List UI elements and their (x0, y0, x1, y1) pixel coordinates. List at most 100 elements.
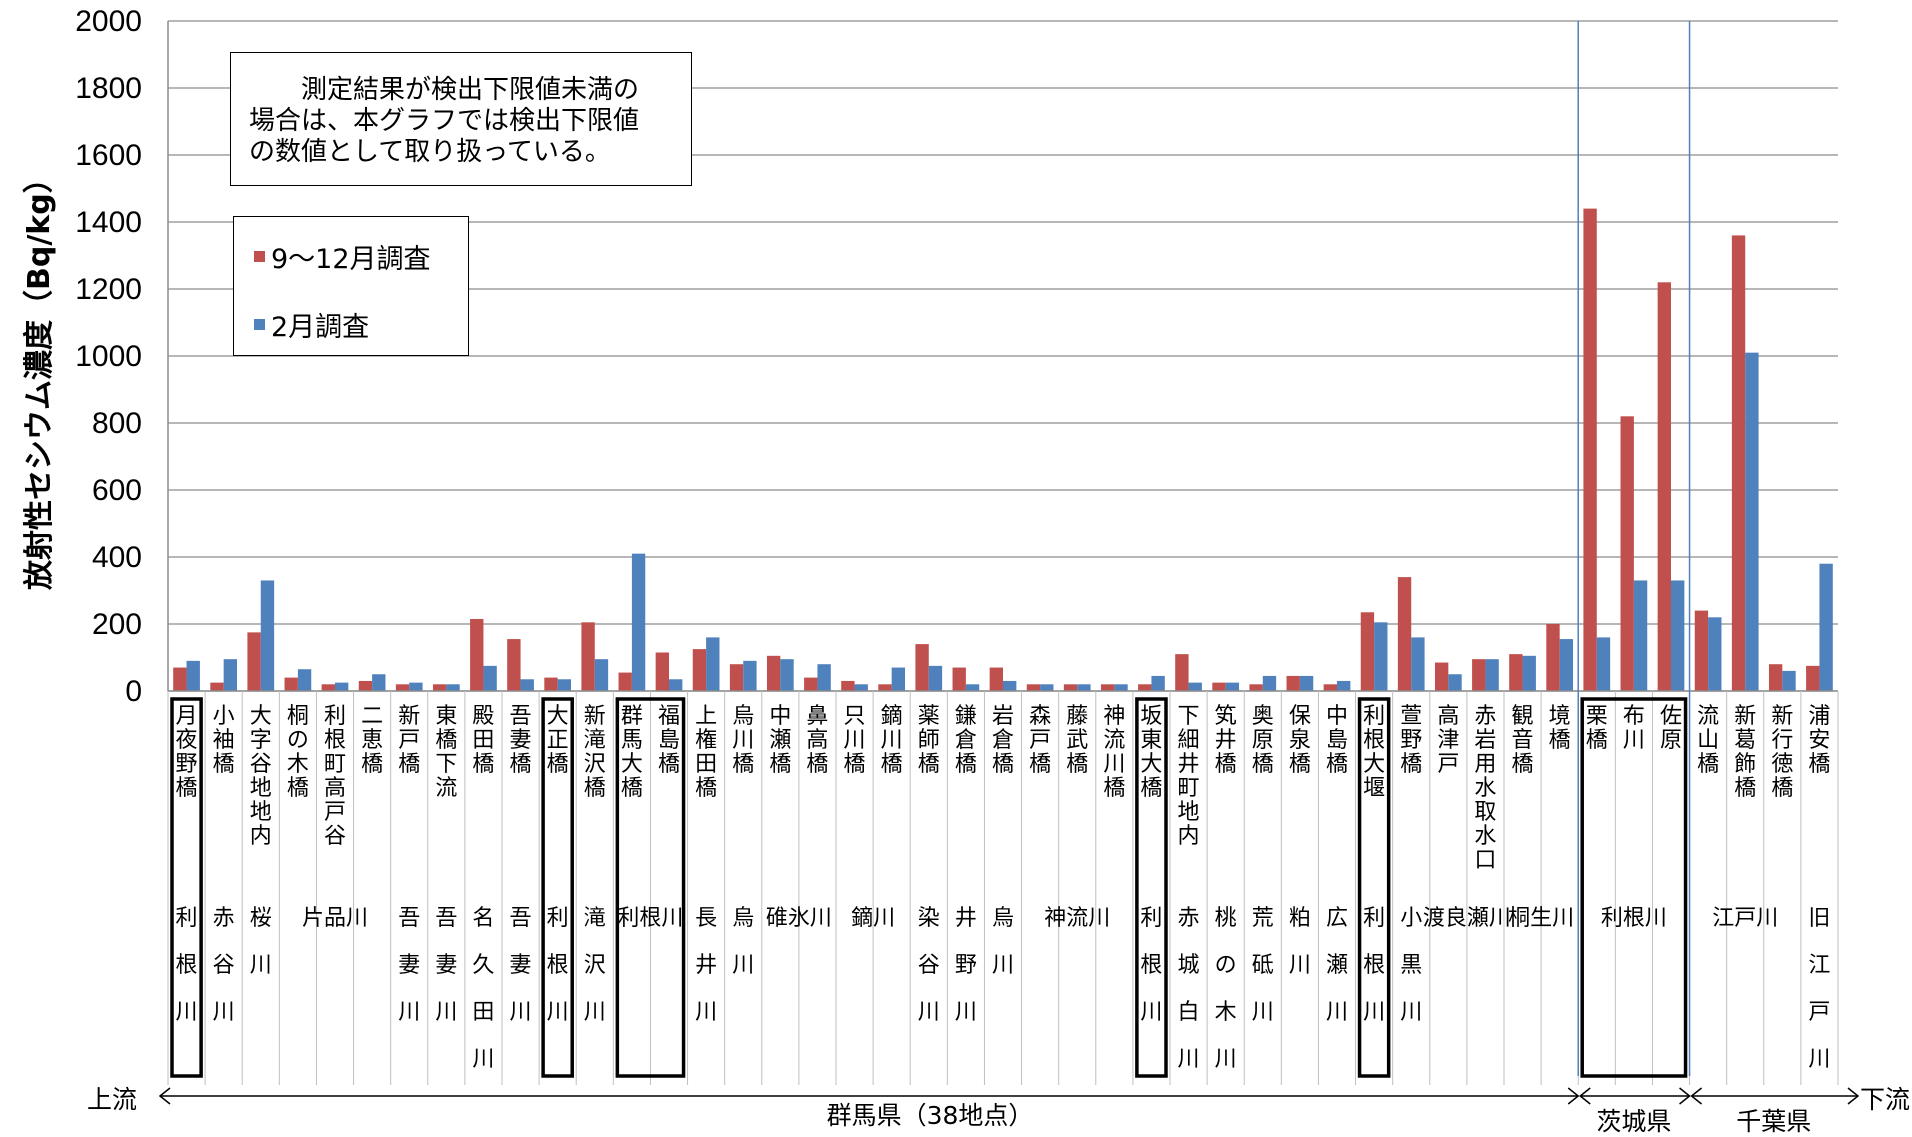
x-tick-label: 福島橋 (658, 704, 680, 777)
legend-item-series1: 9～12月調査 (254, 237, 431, 276)
bar-series2 (1819, 563, 1833, 691)
bar-series1 (1657, 282, 1671, 691)
x-tick-label: 新戸橋 (398, 704, 420, 777)
bar-series2 (1633, 580, 1648, 691)
bar-series1 (841, 680, 855, 691)
x-tick-label: 奥原橋 (1252, 704, 1274, 777)
bar-series2 (297, 669, 312, 691)
river-label: 利根川 (1363, 906, 1385, 1025)
bar-series2 (1114, 684, 1128, 691)
y-tick-label: 200 (92, 608, 142, 641)
bar-series2 (1299, 675, 1314, 691)
bar-series1 (1397, 577, 1412, 691)
x-tick-label: 中島橋 (1326, 704, 1348, 777)
river-label: 烏川 (732, 906, 754, 978)
bar-series2 (335, 682, 349, 691)
bar-series2 (817, 664, 831, 691)
bar-series2 (1671, 580, 1685, 691)
bar-series1 (1360, 612, 1375, 691)
bar-series2 (1522, 655, 1536, 691)
x-tick-label: 殿田橋 (472, 704, 494, 777)
river-label: 吾妻川 (510, 906, 532, 1025)
bar-series2 (409, 682, 423, 691)
chiba-arrow-head-right (1847, 1087, 1860, 1105)
x-tick-label: 小袖橋 (213, 704, 235, 777)
x-tick-label: 下細井町地内 (1178, 704, 1200, 849)
legend-swatch-series1 (254, 251, 265, 262)
river-label: 桐生川 (1508, 906, 1574, 931)
river-label: 赤城白川 (1178, 906, 1200, 1072)
bar-series2 (1003, 680, 1017, 691)
bar-series1 (470, 618, 484, 691)
river-label: 粕川 (1289, 906, 1311, 978)
bar-series2 (743, 660, 757, 691)
x-tick-label: 森戸橋 (1029, 704, 1051, 777)
x-tick-label: 鼻高橋 (806, 704, 828, 777)
bar-series1 (989, 667, 1003, 691)
x-tick-label: 赤岩用水取水口 (1474, 704, 1496, 873)
x-tick-label: 佐原 (1660, 704, 1682, 753)
bar-series2 (1782, 670, 1796, 691)
bar-series1 (1583, 208, 1597, 691)
bar-series1 (804, 677, 818, 691)
river-label: 片品川 (302, 906, 368, 931)
river-label: 広瀬川 (1326, 906, 1348, 1025)
river-label: 鏑川 (851, 906, 895, 931)
chart-legend: 9～12月調査 2月調査 (233, 216, 469, 356)
bar-series1 (1100, 684, 1115, 691)
bar-series1 (321, 684, 335, 691)
legend-item-series2: 2月調査 (254, 305, 369, 344)
gunma-arrow-head-left (158, 1087, 171, 1105)
bar-series1 (952, 667, 966, 691)
bar-series1 (692, 649, 707, 691)
ibaraki-arrow-head-right (1679, 1087, 1691, 1105)
x-tick-label: 観音橋 (1512, 704, 1534, 777)
x-tick-label: 利根大堰 (1363, 704, 1385, 801)
legend-label-series1: 9～12月調査 (271, 244, 431, 275)
bar-series2 (1596, 637, 1611, 691)
bar-series1 (878, 684, 892, 691)
bar-series2 (965, 684, 980, 691)
bar-series1 (173, 667, 187, 691)
bar-series2 (1448, 674, 1462, 691)
bar-series2 (631, 553, 646, 691)
bar-series2 (1337, 680, 1351, 691)
river-label: 荒砥川 (1252, 906, 1274, 1025)
bar-series1 (1286, 675, 1300, 691)
bar-series1 (766, 655, 781, 691)
x-tick-label: 浦安橋 (1808, 704, 1830, 777)
river-label: 小黒川 (1400, 906, 1422, 1025)
bar-series1 (247, 632, 261, 691)
bar-series1 (1768, 664, 1783, 691)
bar-series1 (1175, 654, 1189, 691)
bar-series1 (544, 677, 558, 691)
x-tick-label: 大正橋 (547, 704, 569, 777)
x-tick-label: 新葛飾橋 (1734, 704, 1756, 801)
highlight-box (615, 697, 686, 1078)
upstream-label: 上流 (87, 1085, 137, 1114)
gunma-arrow-head-right (1567, 1087, 1580, 1105)
x-tick-label: 流山橋 (1697, 704, 1719, 777)
x-tick-label: 境橋 (1549, 704, 1571, 753)
x-tick-label: 烏川橋 (732, 704, 754, 777)
x-tick-label: 萱野橋 (1400, 704, 1422, 777)
river-label: 利根川 (176, 906, 198, 1025)
river-label: 渡良瀬川 (1423, 906, 1511, 931)
x-tick-label: 薬師橋 (918, 704, 940, 777)
bar-series2 (1559, 639, 1574, 691)
river-label: 桜川 (250, 906, 272, 978)
bar-series2 (1745, 352, 1759, 691)
bar-series1 (581, 622, 595, 691)
bar-series1 (507, 639, 521, 691)
x-tick-label: 栗橋 (1586, 704, 1608, 753)
downstream-label: 下流 (1860, 1085, 1910, 1114)
bar-series2 (1262, 675, 1277, 691)
x-tick-label: 上権田橋 (695, 704, 717, 801)
bar-series2 (260, 580, 275, 691)
bar-series2 (520, 679, 534, 691)
x-tick-label: 只川橋 (844, 704, 866, 777)
bar-series1 (1546, 624, 1560, 691)
x-tick-label: 新滝沢橋 (584, 704, 606, 801)
highlight-box (1135, 697, 1168, 1078)
river-label: 江戸川 (1712, 906, 1778, 931)
